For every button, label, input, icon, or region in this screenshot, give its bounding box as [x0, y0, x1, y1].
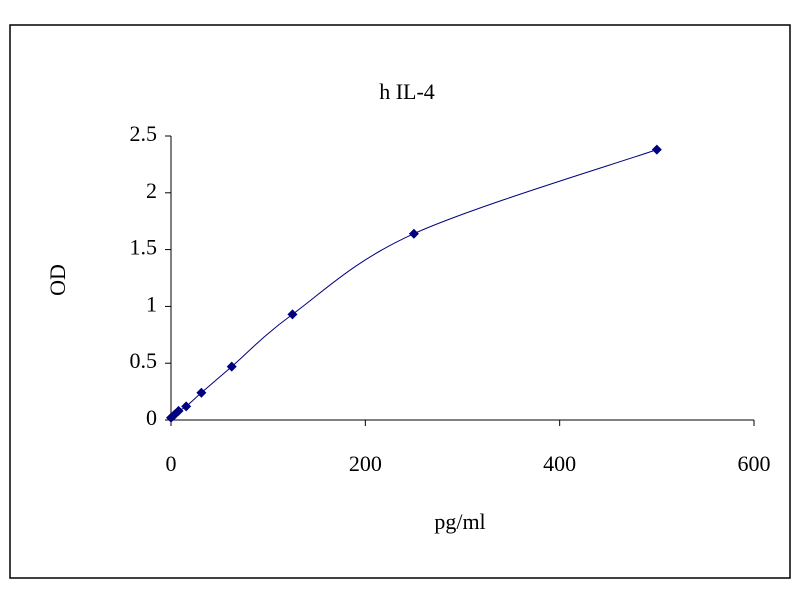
y-tick-label: 1: [146, 291, 157, 316]
y-axis-label: OD: [45, 264, 70, 296]
y-tick-label: 0.5: [130, 348, 158, 373]
x-tick-label: 600: [738, 451, 771, 476]
data-point: [181, 401, 192, 412]
chart-frame: [9, 24, 791, 579]
data-point: [287, 309, 298, 320]
x-tick-label: 0: [166, 451, 177, 476]
data-point: [196, 387, 207, 398]
y-tick-label: 2.5: [130, 121, 158, 146]
data-point: [408, 228, 419, 239]
data-point: [226, 361, 237, 372]
x-axis-label: pg/ml: [434, 509, 485, 534]
x-tick-label: 400: [543, 451, 576, 476]
chart-title: h IL-4: [379, 79, 435, 104]
y-tick-label: 0: [146, 405, 157, 430]
data-point: [651, 144, 662, 155]
data-point: [173, 405, 184, 416]
x-tick-label: 200: [349, 451, 382, 476]
y-tick-label: 1.5: [130, 235, 158, 260]
y-tick-label: 2: [146, 178, 157, 203]
